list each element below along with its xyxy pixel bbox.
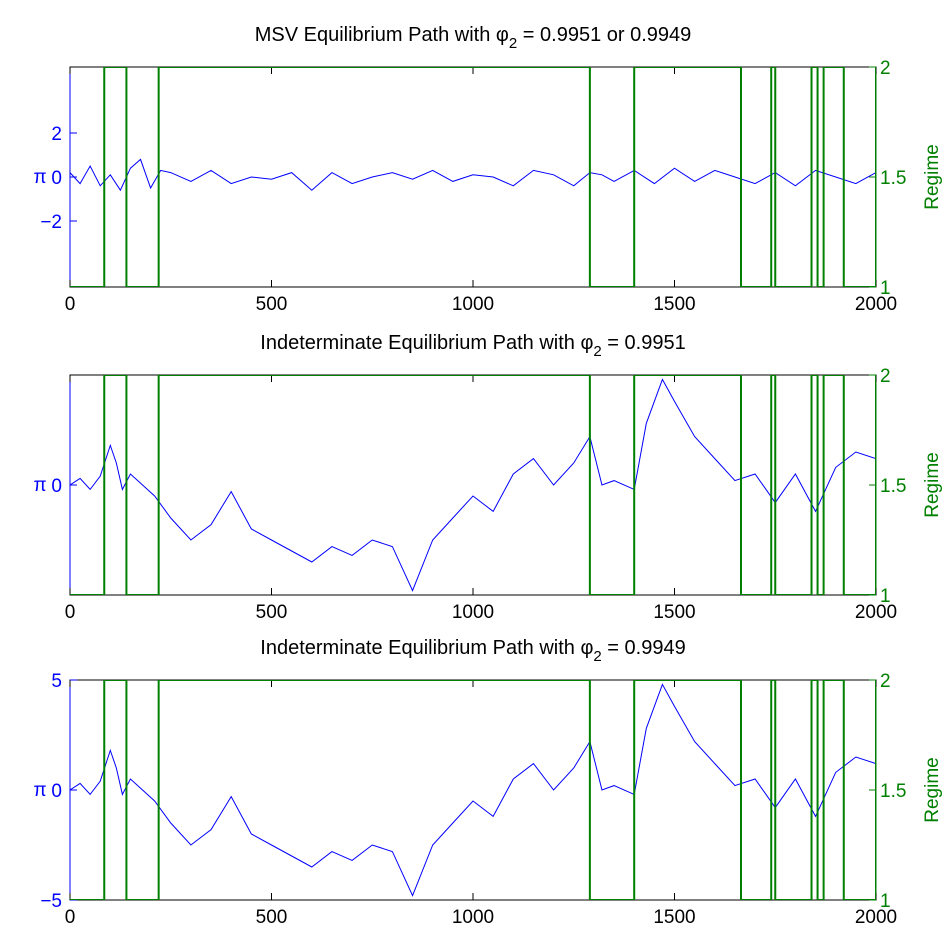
plot-frame: [69, 374, 877, 596]
title-subscript: 2: [509, 35, 517, 52]
panel-indeterminate-9951: Indeterminate Equilibrium Path with φ2 =…: [33, 332, 943, 623]
y-left-tick-label: 0: [51, 781, 62, 802]
y-left-tick-label: 2: [51, 124, 62, 145]
plot-frame: [69, 66, 877, 288]
x-tick-label: 500: [256, 294, 288, 315]
y-right-axis-label: Regime: [922, 452, 943, 517]
title-symbol: φ: [580, 637, 593, 659]
title-text: MSV Equilibrium Path with: [255, 24, 496, 46]
title-symbol: φ: [580, 332, 593, 354]
title-value: = 0.9949: [602, 637, 686, 659]
x-tick-label: 1500: [653, 907, 695, 928]
x-tick-label: 1000: [452, 294, 494, 315]
y-left-tick-label: −5: [40, 891, 62, 912]
y-left-axis-label: π: [33, 780, 46, 801]
chart-title: Indeterminate Equilibrium Path with φ2 =…: [260, 332, 685, 360]
y-right-tick-label: 2: [880, 671, 891, 692]
y-right-tick-label: 2: [880, 366, 891, 387]
y-left-axis-label: π: [33, 167, 46, 188]
x-tick-label: 0: [65, 602, 76, 623]
title-value: = 0.9951: [602, 332, 686, 354]
y-right-tick-label: 1.5: [880, 781, 906, 802]
x-tick-label: 500: [256, 602, 288, 623]
panel-msv-equilibrium: MSV Equilibrium Path with φ2 = 0.9951 or…: [33, 24, 943, 315]
x-tick-label: 1500: [653, 602, 695, 623]
y-right-tick-label: 1.5: [880, 168, 906, 189]
y-left-axis-label: π: [33, 475, 46, 496]
x-tick-label: 1500: [653, 294, 695, 315]
x-tick-label: 2000: [855, 602, 897, 623]
regime-step-line: [70, 680, 876, 900]
x-tick-label: 0: [65, 294, 76, 315]
y-left-tick-label: 0: [51, 476, 62, 497]
regime-step-line: [70, 375, 876, 595]
x-tick-label: 0: [65, 907, 76, 928]
chart-title: Indeterminate Equilibrium Path with φ2 =…: [260, 637, 685, 665]
x-tick-label: 1000: [452, 907, 494, 928]
plot-frame: [69, 679, 877, 901]
title-subscript: 2: [593, 343, 601, 360]
y-right-tick-label: 1.5: [880, 476, 906, 497]
title-subscript: 2: [593, 648, 601, 665]
y-left-tick-label: 0: [51, 168, 62, 189]
y-right-tick-label: 2: [880, 58, 891, 79]
pi-series-line: [70, 378, 876, 592]
y-right-axis-label: Regime: [922, 757, 943, 822]
y-left-tick-label: −2: [40, 212, 62, 233]
y-right-tick-label: 1: [880, 891, 891, 912]
regime-step-line: [70, 67, 876, 287]
title-text: Indeterminate Equilibrium Path with: [260, 637, 580, 659]
y-left-tick-label: 5: [51, 671, 62, 692]
panel-indeterminate-9949: Indeterminate Equilibrium Path with φ2 =…: [33, 637, 943, 928]
x-tick-label: 500: [256, 907, 288, 928]
title-symbol: φ: [496, 24, 509, 46]
title-value: = 0.9951 or 0.9949: [517, 24, 691, 46]
chart-title: MSV Equilibrium Path with φ2 = 0.9951 or…: [255, 24, 692, 52]
y-right-axis-label: Regime: [922, 144, 943, 209]
x-tick-label: 1000: [452, 602, 494, 623]
title-text: Indeterminate Equilibrium Path with: [260, 332, 580, 354]
x-tick-label: 2000: [855, 294, 897, 315]
x-tick-label: 2000: [855, 907, 897, 928]
y-right-tick-label: 1: [880, 278, 891, 299]
y-right-tick-label: 1: [880, 586, 891, 607]
pi-series-line: [70, 683, 876, 897]
